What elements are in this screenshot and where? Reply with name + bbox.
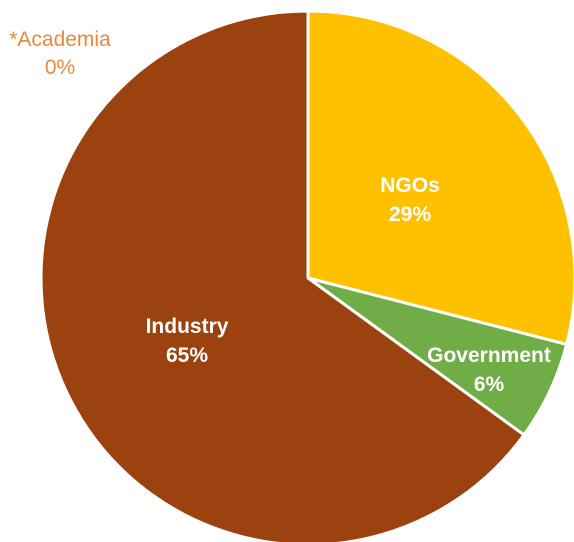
pie-slice-ngos	[306, 9, 574, 346]
pie-slices	[39, 9, 574, 542]
slice-label-government-value: 6%	[474, 373, 505, 396]
slice-label-academia-value: 0%	[45, 56, 75, 79]
slice-label-government-name: Government	[427, 344, 551, 367]
slice-label-industry-name: Industry	[146, 315, 229, 338]
pie-slice-industry	[39, 9, 526, 542]
pie-labels: NGOs 29% Government 6% Industry 65% *Aca…	[9, 28, 551, 396]
slice-label-ngos-name: NGOs	[380, 174, 440, 197]
slice-label-academia-name: *Academia	[9, 28, 111, 51]
slice-label-industry-value: 65%	[166, 344, 208, 367]
slice-label-ngos-value: 29%	[389, 203, 431, 226]
